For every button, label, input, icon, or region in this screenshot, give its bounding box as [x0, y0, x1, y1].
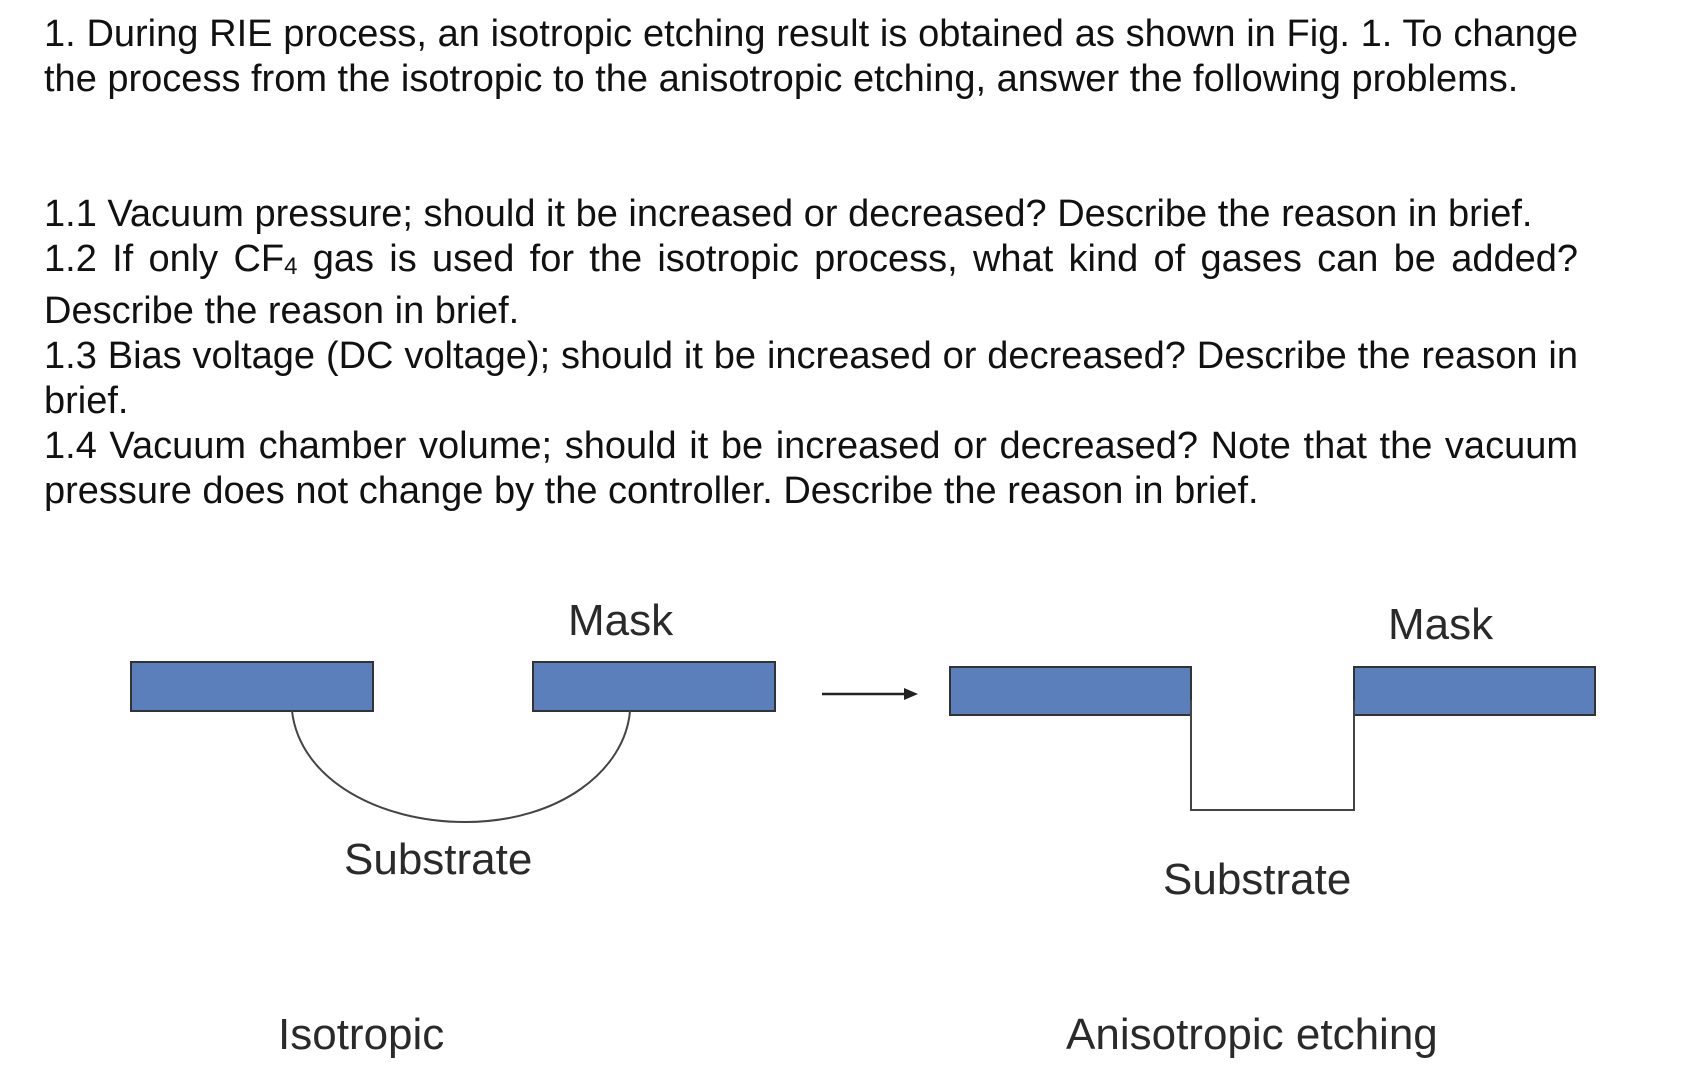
question-1-2: 1.2 If only CF4 gas is used for the isot… — [44, 237, 1578, 334]
problem-intro: 1. During RIE process, an isotropic etch… — [44, 12, 1578, 102]
problem-intro-text: 1. During RIE process, an isotropic etch… — [44, 13, 1578, 100]
right-mask-block-2 — [1353, 666, 1596, 716]
left-mask-block-1 — [130, 661, 374, 712]
right-mask-label: Mask — [1388, 600, 1494, 649]
left-mask-label: Mask — [568, 596, 674, 645]
question-1-4: 1.4 Vacuum chamber volume; should it be … — [44, 425, 1578, 512]
question-1-3: 1.3 Bias voltage (DC voltage); should it… — [44, 335, 1578, 422]
left-caption: Isotropic — [278, 1010, 445, 1059]
left-mask-block-2 — [532, 661, 776, 712]
left-substrate-label: Substrate — [344, 835, 533, 884]
question-1-2-post: gas is used for the isotropic process, w… — [44, 238, 1578, 332]
question-1-2-subscript: 4 — [284, 253, 298, 280]
right-caption: Anisotropic etching — [1066, 1010, 1438, 1059]
right-mask-block-1 — [949, 666, 1192, 716]
right-substrate-label: Substrate — [1163, 855, 1352, 904]
anisotropic-etch-profile — [1190, 700, 1355, 811]
isotropic-etch-profile — [291, 710, 631, 824]
question-list: 1.1 Vacuum pressure; should it be increa… — [44, 192, 1578, 514]
question-1-1: 1.1 Vacuum pressure; should it be increa… — [44, 193, 1533, 235]
process-arrow-head — [904, 688, 918, 700]
question-1-2-pre: 1.2 If only CF — [44, 238, 285, 280]
